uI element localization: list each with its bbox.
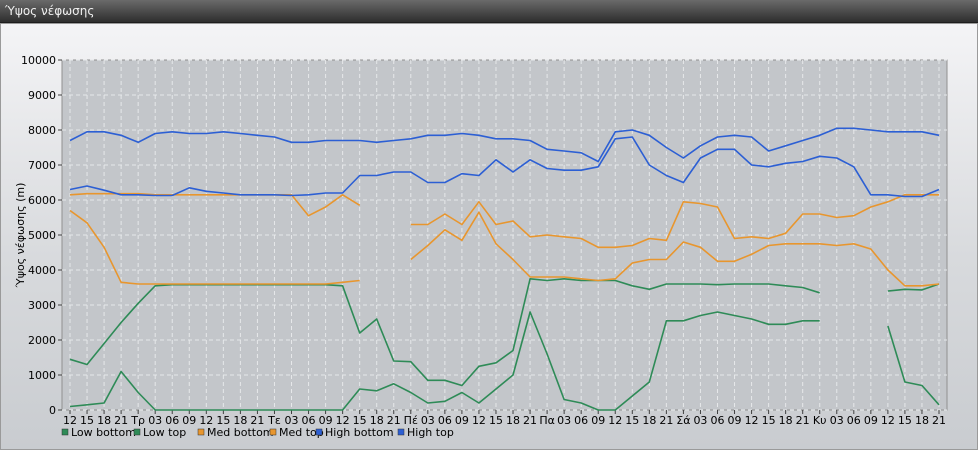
title-bar: Ύψος νέφωσης: [0, 0, 978, 23]
x-tick-label: 03: [557, 414, 571, 427]
legend-label: High bottom: [325, 426, 394, 439]
x-tick-label: 21: [114, 414, 128, 427]
x-tick-label: 15: [216, 414, 230, 427]
legend-label: Med bottom: [207, 426, 274, 439]
x-tick-label: 12: [472, 414, 486, 427]
x-tick-label: Σά: [676, 414, 690, 427]
x-tick-label: 18: [506, 414, 520, 427]
x-tick-label: 12: [608, 414, 622, 427]
x-tick-label: 12: [336, 414, 350, 427]
legend-swatch: [269, 428, 277, 436]
x-tick-label: 18: [97, 414, 111, 427]
legend-swatch: [397, 428, 405, 436]
series-line-med-top: [69, 209, 360, 285]
x-tick-label: 18: [370, 414, 384, 427]
y-tick-label: 0: [49, 404, 56, 417]
x-tick-label: 12: [745, 414, 759, 427]
x-tick-label: 06: [302, 414, 316, 427]
x-tick-label: Τε: [267, 414, 281, 427]
x-tick-label: 12: [881, 414, 895, 427]
y-tick-label: 9000: [28, 89, 56, 102]
x-tick-label: 15: [762, 414, 776, 427]
y-tick-label: 8000: [28, 124, 56, 137]
x-tick-label: 06: [438, 414, 452, 427]
x-tick-label: Κυ: [813, 414, 827, 427]
y-axis-label: Ύψος νέφωσης (m): [14, 183, 27, 289]
x-tick-label: 18: [915, 414, 929, 427]
legend-swatch: [61, 428, 69, 436]
x-tick-label: Τρ: [130, 414, 145, 427]
x-tick-label: 15: [625, 414, 639, 427]
x-tick-label: 15: [80, 414, 94, 427]
x-tick-label: 09: [728, 414, 742, 427]
series-line-high-bottom: [69, 136, 940, 198]
x-tick-label: 06: [165, 414, 179, 427]
legend-label: Low top: [143, 426, 186, 439]
x-tick-label: 03: [421, 414, 435, 427]
legend-label: Med top: [279, 426, 324, 439]
x-tick-label: 21: [932, 414, 946, 427]
x-tick-label: 03: [285, 414, 299, 427]
legend-swatch: [315, 428, 323, 436]
x-tick-label: 09: [182, 414, 196, 427]
x-tick-label: 21: [523, 414, 537, 427]
window-title: Ύψος νέφωσης: [5, 4, 95, 18]
y-tick-label: 4000: [28, 264, 56, 277]
series-line-low-bottom: [887, 325, 940, 406]
x-tick-label: 06: [847, 414, 861, 427]
legend-label: High top: [407, 426, 454, 439]
y-tick-label: 10000: [21, 54, 56, 67]
y-tick-label: 5000: [28, 229, 56, 242]
x-tick-label: 06: [710, 414, 724, 427]
x-tick-label: 15: [898, 414, 912, 427]
x-tick-label: 15: [489, 414, 503, 427]
x-tick-label: 03: [830, 414, 844, 427]
x-tick-label: 09: [591, 414, 605, 427]
legend-swatch: [133, 428, 141, 436]
y-tick-label: 2000: [28, 334, 56, 347]
x-tick-label: Πα: [539, 414, 555, 427]
y-tick-label: 3000: [28, 299, 56, 312]
y-tick-labels: 0 1000 2000 3000 4000 5000 6000 7000 8000 9000 100…: [21, 54, 56, 417]
series-line-high-top: [69, 127, 940, 163]
x-tick-label: 03: [148, 414, 162, 427]
x-tick-label: 12: [63, 414, 77, 427]
series-line-med-bottom: [410, 211, 940, 287]
x-tick-label: 09: [319, 414, 333, 427]
legend: Low bottom Low top Med bottom Med top High b…: [61, 426, 454, 439]
x-tick-label: 21: [796, 414, 810, 427]
x-tick-label: 18: [642, 414, 656, 427]
x-tick-label: 21: [659, 414, 673, 427]
x-tick-label: 21: [387, 414, 401, 427]
series-line-low-top: [887, 283, 940, 292]
x-tick-label: 12: [199, 414, 213, 427]
x-tick-labels: 12 15 18 21 Τρ 03 06 09 12 15 18 21 Τε 03 06 09 12 15 18 21…: [63, 414, 946, 427]
series-lines: [69, 127, 940, 411]
x-tick-label: 09: [864, 414, 878, 427]
x-tick-label: 15: [353, 414, 367, 427]
x-tick-label: 21: [250, 414, 264, 427]
legend-label: Low bottom: [71, 426, 136, 439]
series-line-med-top: [410, 194, 939, 249]
x-tick-label: 06: [574, 414, 588, 427]
legend-swatch: [197, 428, 205, 436]
series-line-low-bottom: [69, 311, 820, 411]
x-tick-label: 09: [455, 414, 469, 427]
y-tick-label: 6000: [28, 194, 56, 207]
x-tick-label: 18: [779, 414, 793, 427]
y-tick-label: 7000: [28, 159, 56, 172]
x-tick-label: 18: [233, 414, 247, 427]
y-tick-label: 1000: [28, 369, 56, 382]
x-tick-label: 03: [693, 414, 707, 427]
x-tick-label: Πέ: [404, 414, 418, 427]
